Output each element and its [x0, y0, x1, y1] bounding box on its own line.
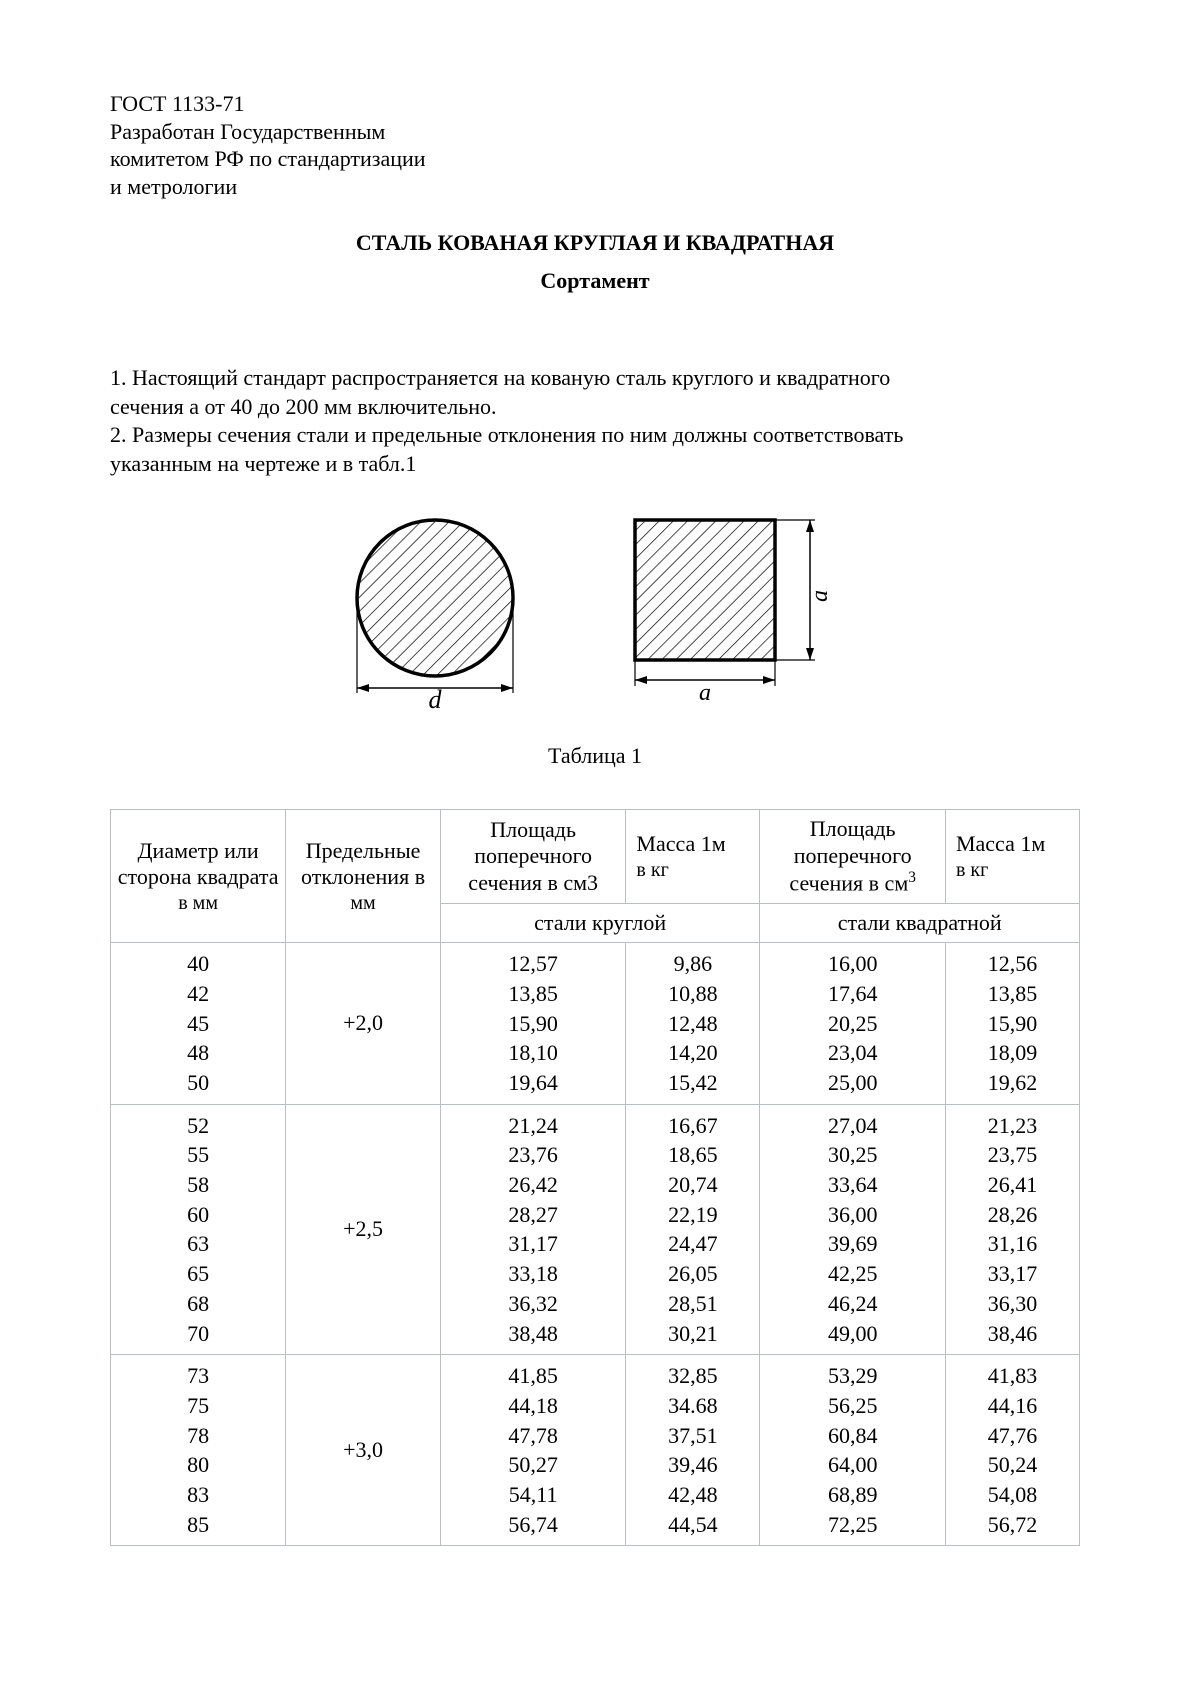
table-row: 4042454850+2,012,5713,8515,9018,1019,649…: [111, 943, 1080, 1104]
doc-title: СТАЛЬ КОВАНАЯ КРУГЛАЯ И КВАДРАТНАЯ: [110, 230, 1080, 256]
body-paragraphs: 1. Настоящий стандарт распространяется н…: [110, 364, 1080, 478]
paragraph-1-line-b: сечения а от 40 до 200 мм включительно.: [110, 393, 1080, 422]
table-cell: 41,8344,1647,7650,2454,0856,72: [945, 1355, 1079, 1546]
developer-line-3: и метрологии: [110, 173, 1080, 201]
col-deviation: Предельные отклонения в мм: [286, 810, 441, 943]
doc-header: ГОСТ 1133-71 Разработан Государственным …: [110, 90, 1080, 200]
col-area-round: Площадь поперечного сечения в см3: [440, 810, 626, 904]
square-cross-section: a a: [615, 508, 855, 718]
paragraph-2-line-b: указанным на чертеже и в табл.1: [110, 450, 1080, 479]
col-area-square: Площадь поперечного сечения в см3: [760, 810, 946, 904]
table-cell: 9,8610,8812,4814,2015,42: [626, 943, 760, 1104]
table-cell: 27,0430,2533,6436,0039,6942,2546,2449,00: [760, 1104, 946, 1355]
table-row: 737578808385+3,041,8544,1847,7850,2754,1…: [111, 1355, 1080, 1546]
col-mass-round: Масса 1м в кг: [626, 810, 760, 904]
table-cell: 16,6718,6520,7422,1924,4726,0528,5130,21: [626, 1104, 760, 1355]
sub-round: стали круглой: [440, 903, 760, 942]
col-mass-square: Масса 1м в кг: [945, 810, 1079, 904]
table-cell: 32,8534.6837,5139,4642,4844,54: [626, 1355, 760, 1546]
table-cell: 737578808385: [111, 1355, 286, 1546]
table-caption: Таблица 1: [110, 743, 1080, 769]
paragraph-1-line-a: 1. Настоящий стандарт распространяется н…: [110, 364, 1080, 393]
square-label-bottom: a: [699, 680, 711, 706]
deviation-cell: +2,0: [286, 943, 441, 1104]
table-cell: 53,2956,2560,8464,0068,8972,25: [760, 1355, 946, 1546]
table-cell: 5255586063656870: [111, 1104, 286, 1355]
developer-line-2: комитетом РФ по стандартизации: [110, 145, 1080, 173]
table-cell: 12,5713,8515,9018,1019,64: [440, 943, 626, 1104]
cross-section-figures: d a a: [110, 508, 1080, 718]
circle-cross-section: d: [335, 508, 545, 718]
table-cell: 41,8544,1847,7850,2754,1156,74: [440, 1355, 626, 1546]
sub-square: стали квадратной: [760, 903, 1080, 942]
paragraph-2-line-a: 2. Размеры сечения стали и предельные от…: [110, 421, 1080, 450]
gost-number: ГОСТ 1133-71: [110, 90, 1080, 118]
col-diameter: Диаметр или сторона квадрата в мм: [111, 810, 286, 943]
doc-subtitle: Сортамент: [110, 268, 1080, 294]
table-cell: 21,2323,7526,4128,2631,1633,1736,3038,46: [945, 1104, 1079, 1355]
deviation-cell: +3,0: [286, 1355, 441, 1546]
table-row: 5255586063656870+2,521,2423,7626,4228,27…: [111, 1104, 1080, 1355]
square-label-right: a: [807, 590, 833, 602]
table-cell: 12,5613,8515,9018,0919,62: [945, 943, 1079, 1104]
table-cell: 21,2423,7626,4228,2731,1733,1836,3238,48: [440, 1104, 626, 1355]
sortament-table: Диаметр или сторона квадрата в мм Предел…: [110, 809, 1080, 1546]
deviation-cell: +2,5: [286, 1104, 441, 1355]
circle-label: d: [429, 685, 443, 714]
developer-line-1: Разработан Государственным: [110, 118, 1080, 146]
table-cell: 4042454850: [111, 943, 286, 1104]
table-cell: 16,0017,6420,2523,0425,00: [760, 943, 946, 1104]
